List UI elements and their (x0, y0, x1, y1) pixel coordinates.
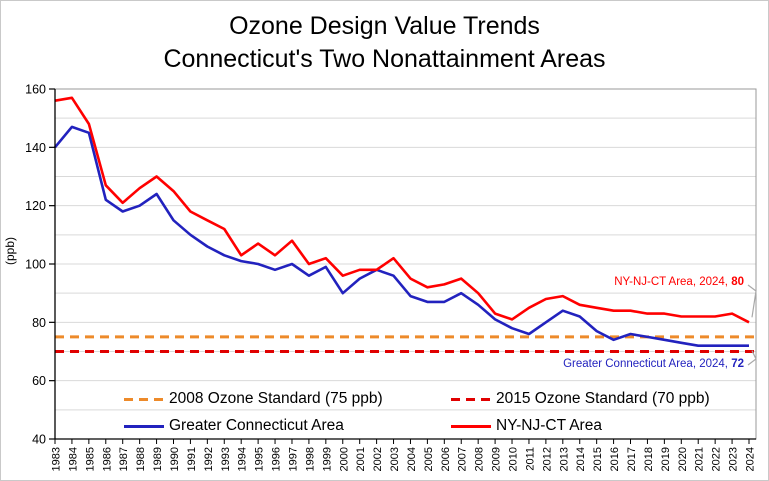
legend-swatch-2008-standard (124, 397, 164, 401)
x-tick-label: 1992 (203, 447, 215, 471)
y-tick-label: 140 (25, 141, 46, 155)
chart-title-line2: Connecticut's Two Nonattainment Areas (163, 45, 606, 73)
x-tick-label: 1985 (84, 447, 96, 471)
x-tick-label: 1994 (237, 447, 249, 471)
x-tick-label: 1987 (118, 447, 130, 471)
legend: 2008 Ozone Standard (75 ppb) 2015 Ozone … (124, 388, 710, 437)
legend-label-greater-ct: Greater Connecticut Area (169, 417, 344, 434)
x-tick-label: 2002 (372, 447, 384, 471)
y-tick-label: 160 (25, 83, 46, 97)
x-tick-label: 2001 (355, 447, 367, 471)
x-tick-label: 1993 (220, 447, 232, 471)
x-tick-label: 1998 (304, 447, 316, 471)
x-tick-label: 2005 (423, 447, 435, 471)
y-tick-label: 40 (32, 433, 46, 447)
x-tick-label: 1997 (287, 447, 299, 471)
legend-label-2015-standard: 2015 Ozone Standard (70 ppb) (496, 390, 710, 407)
x-tick-label: 2013 (558, 447, 570, 471)
x-tick-label: 1990 (169, 447, 181, 471)
x-tick-label: 2006 (440, 447, 452, 471)
legend-item-2015-standard: 2015 Ozone Standard (70 ppb) (451, 388, 710, 410)
x-tick-label: 2016 (609, 447, 621, 471)
x-tick-label: 2022 (711, 447, 723, 471)
x-tick-label: 1984 (67, 447, 79, 471)
x-tick-label: 2011 (524, 447, 536, 471)
chart-title-line1: Ozone Design Value Trends (229, 12, 540, 40)
x-tick-label: 1988 (135, 447, 147, 471)
legend-label-ny-nj-ct: NY-NJ-CT Area (496, 417, 602, 434)
legend-item-ny-nj-ct: NY-NJ-CT Area (451, 415, 710, 437)
series-line-ny-nj-ct (54, 96, 750, 324)
x-tick-label: 2023 (728, 447, 740, 471)
legend-swatch-greater-ct (124, 424, 164, 428)
x-tick-label: 1991 (186, 447, 198, 471)
x-tick-label: 2012 (541, 447, 553, 471)
x-tick-label: 2004 (406, 447, 418, 471)
x-tick-label: 2024 (745, 447, 757, 471)
x-tick-label: 2010 (508, 447, 520, 471)
leader-line-blue (747, 350, 757, 366)
x-tick-label: 2018 (643, 447, 655, 471)
y-tick-label: 120 (25, 199, 46, 213)
leader-line-red (747, 284, 757, 318)
x-tick-label: 2007 (457, 447, 469, 471)
x-tick-label: 1986 (101, 447, 113, 471)
annotation-greater-ct-2024: Greater Connecticut Area, 2024, 72 (563, 358, 744, 370)
x-tick-label: 2014 (575, 447, 587, 471)
chart-title: Ozone Design Value Trends Connecticut's … (1, 10, 768, 76)
series-line-greater-ct (53, 125, 749, 348)
legend-swatch-2015-standard (451, 397, 491, 401)
x-tick-label: 2000 (338, 447, 350, 471)
x-tick-label: 1995 (254, 447, 266, 471)
x-tick-label: 2009 (491, 447, 503, 471)
legend-swatch-ny-nj-ct (451, 424, 491, 428)
x-tick-label: 2008 (474, 447, 486, 471)
x-tick-label: 1983 (51, 447, 63, 471)
legend-item-2008-standard: 2008 Ozone Standard (75 ppb) (124, 388, 451, 410)
x-tick-label: 1989 (152, 447, 164, 471)
x-tick-label: 2021 (694, 447, 706, 471)
x-tick-label: 2020 (677, 447, 689, 471)
x-tick-label: 2019 (660, 447, 672, 471)
y-tick-label: 60 (32, 374, 46, 388)
y-tick-label: 80 (32, 316, 46, 330)
x-tick-label: 2003 (389, 447, 401, 471)
y-tick-label: 100 (25, 258, 46, 272)
x-tick-label: 1999 (321, 447, 333, 471)
annotation-ny-nj-ct-2024: NY-NJ-CT Area, 2024, 80 (614, 276, 744, 288)
legend-item-greater-ct: Greater Connecticut Area (124, 415, 451, 437)
x-tick-label: 2015 (592, 447, 604, 471)
x-tick-label: 2017 (626, 447, 638, 471)
x-tick-label: 1996 (271, 447, 283, 471)
legend-label-2008-standard: 2008 Ozone Standard (75 ppb) (169, 390, 383, 407)
